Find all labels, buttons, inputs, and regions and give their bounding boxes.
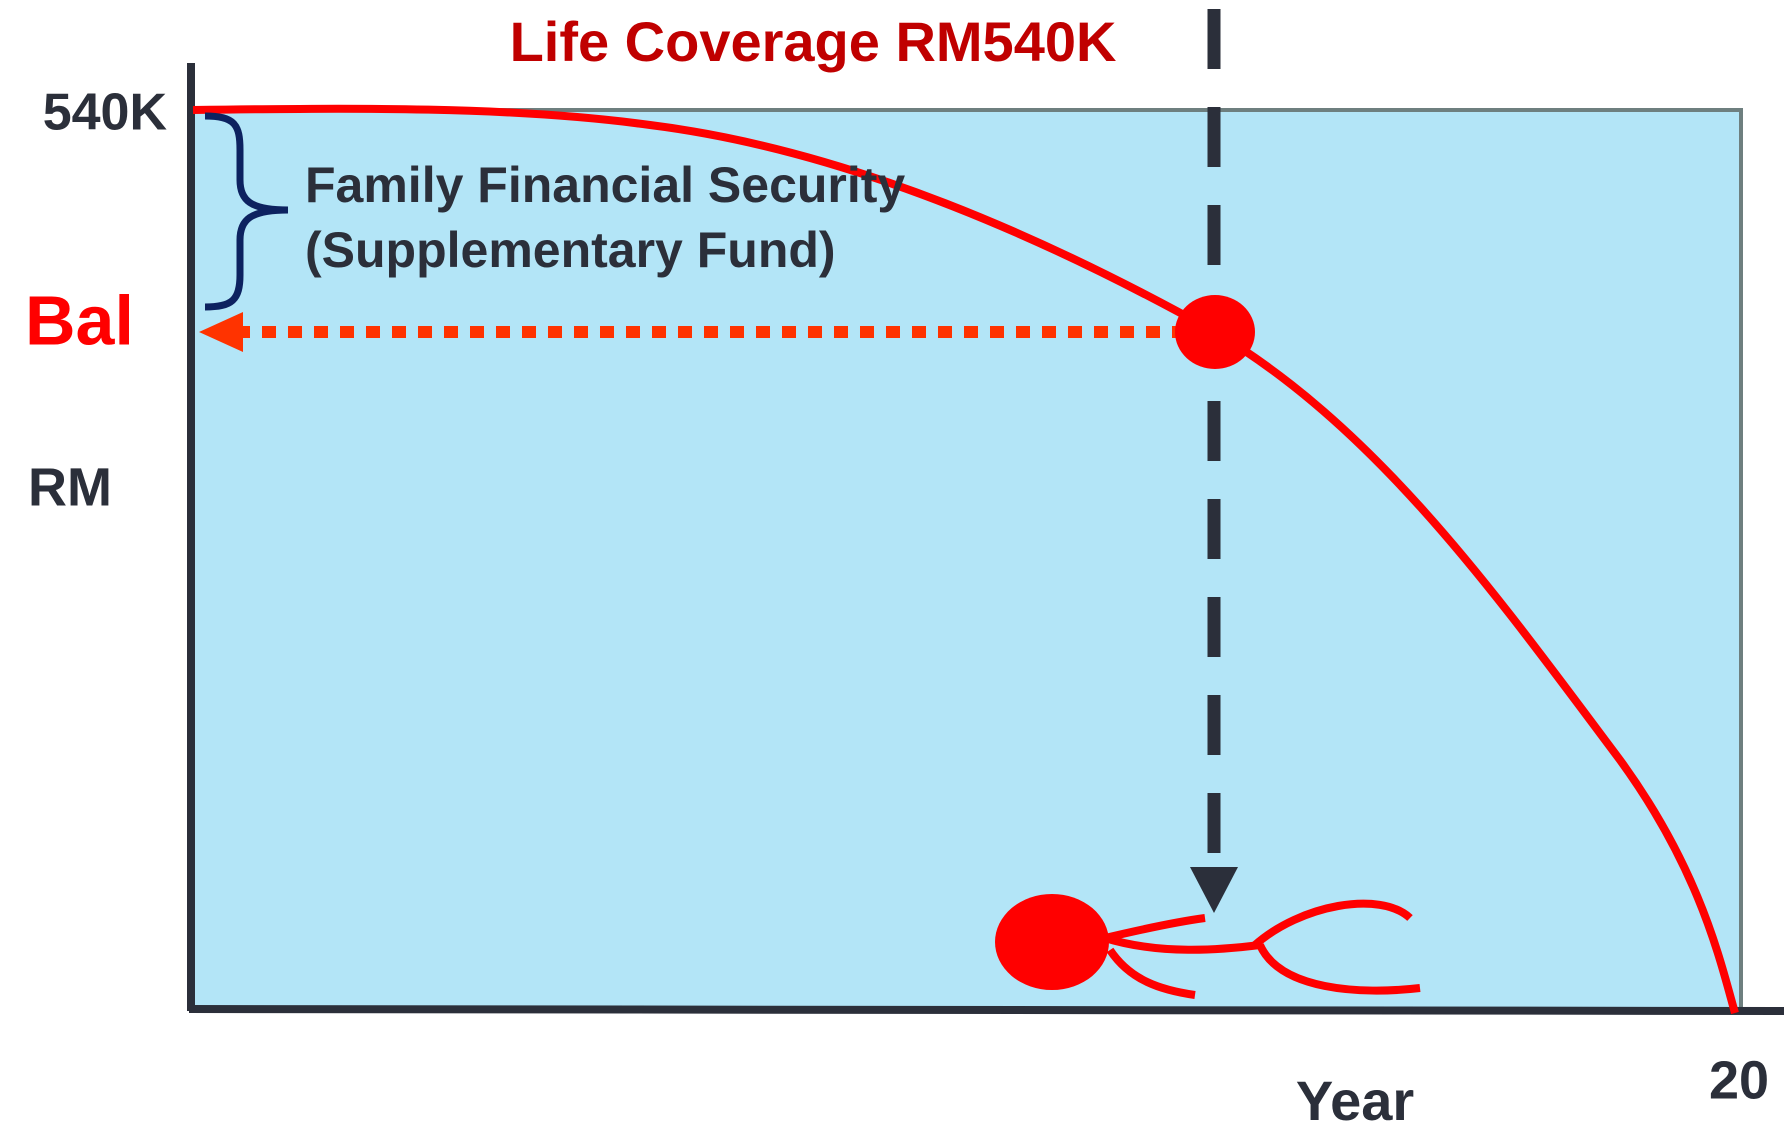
figure-arm	[1104, 914, 1206, 942]
fallen-figure	[995, 894, 1421, 999]
y-top-label: 540K	[43, 84, 168, 142]
annotation-line: Family Financial Security	[305, 157, 905, 213]
x-axis-label: Year	[1296, 1069, 1414, 1132]
figure-body	[1103, 934, 1261, 954]
figure-leg	[1256, 943, 1421, 995]
balance-point	[1175, 295, 1255, 369]
figure-leg	[1252, 899, 1413, 948]
plot-area	[191, 108, 1743, 1011]
arrowhead-left	[199, 312, 243, 352]
balance-label: Bal	[25, 281, 134, 359]
x-axis	[188, 1005, 1784, 1015]
unit-label: RM	[28, 457, 112, 517]
title: Life Coverage RM540K	[510, 10, 1117, 73]
brace	[204, 112, 289, 311]
arrowhead-down	[1190, 867, 1238, 913]
x-end-label: 20	[1709, 1050, 1769, 1110]
figure-head	[995, 894, 1109, 990]
annotation-line: (Supplementary Fund)	[305, 222, 836, 278]
figure-arm	[1106, 947, 1196, 999]
